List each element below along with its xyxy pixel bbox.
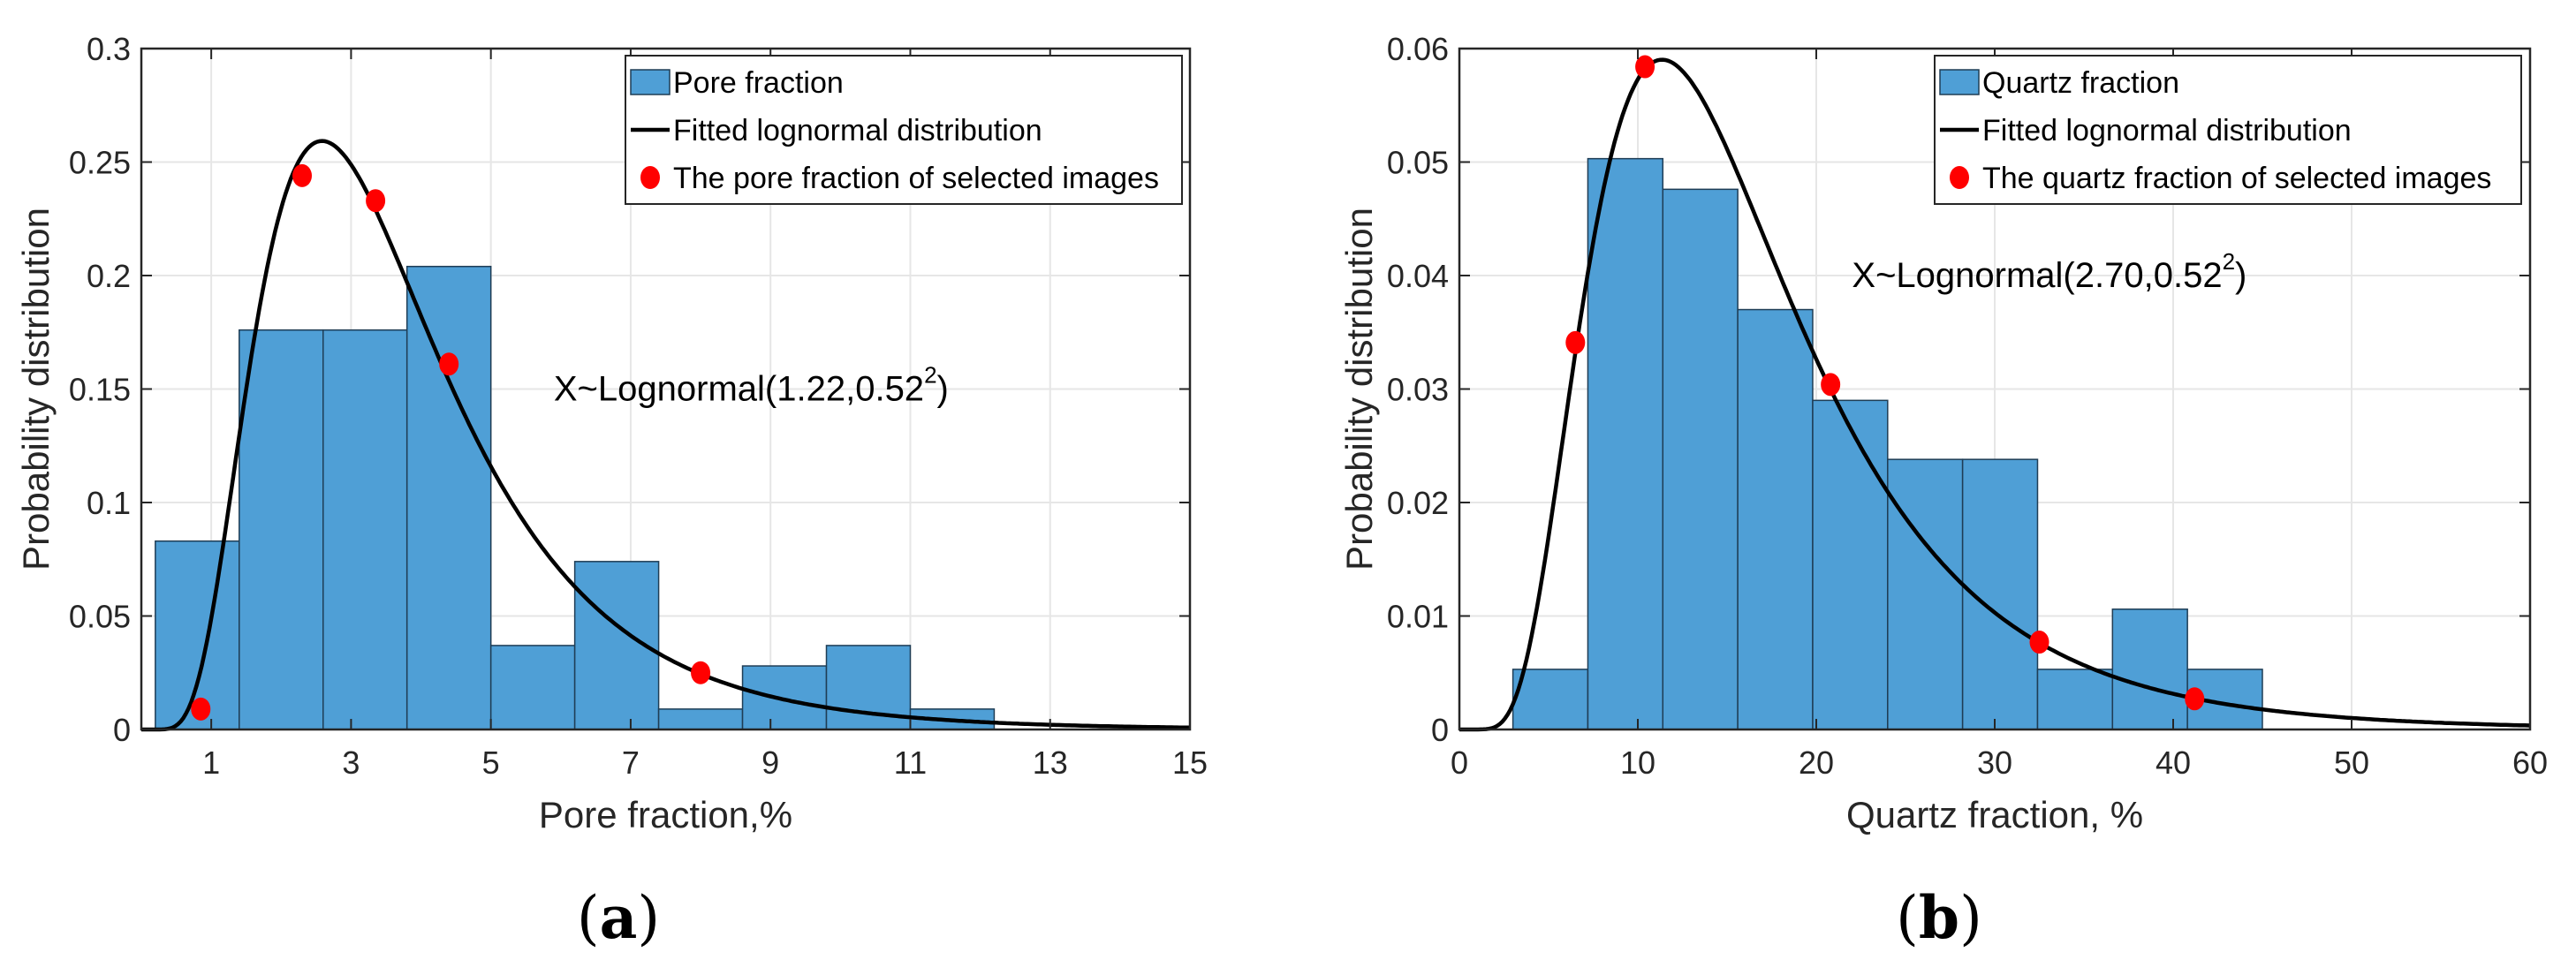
legend: Quartz fraction Fitted lognormal distribu… [1934, 55, 2522, 205]
legend-entry-label: Fitted lognormal distribution [673, 114, 1042, 147]
selected-image-point [191, 697, 211, 721]
histogram-bar [1737, 308, 1814, 730]
y-tick-label: 0.05 [69, 599, 131, 635]
x-tick-label: 20 [1799, 744, 1834, 781]
y-axis-label: Probability distribution [15, 208, 57, 571]
x-tick-label: 13 [1033, 744, 1068, 781]
selected-image-point [2185, 687, 2205, 711]
histogram-bar [1887, 458, 1964, 730]
x-tick-label: 10 [1620, 744, 1655, 781]
x-tick-label: 3 [342, 744, 360, 781]
x-tick-label: 30 [1977, 744, 2012, 781]
y-tick-label: 0.02 [1387, 485, 1449, 521]
x-tick-label: 40 [2156, 744, 2191, 781]
legend-entry-label: Pore fraction [673, 66, 844, 100]
histogram-bar [2111, 608, 2188, 730]
legend-box [1934, 55, 2522, 205]
x-tick-label: 0 [1451, 744, 1468, 781]
y-tick-label: 0.06 [1387, 31, 1449, 67]
histogram-bar [155, 540, 240, 730]
histogram-bar [239, 329, 324, 730]
selected-image-point [1635, 55, 1655, 79]
histogram-bar [1512, 669, 1589, 730]
y-axis-label: Probability distribution [1338, 208, 1380, 571]
histogram-bar [405, 265, 492, 730]
y-tick-label: 0.25 [69, 145, 131, 181]
x-tick-label: 15 [1172, 744, 1208, 781]
legend-entry-label: The pore fraction of selected images [673, 162, 1159, 195]
legend: Pore fraction Fitted lognormal distributi… [625, 55, 1183, 205]
histogram-bar [322, 329, 408, 730]
histogram-bar [657, 708, 744, 730]
legend-entry-label: Quartz fraction [1982, 66, 2179, 100]
y-tick-label: 0.2 [87, 258, 131, 294]
legend-entry-label: Fitted lognormal distribution [1982, 114, 2352, 147]
selected-image-point [2029, 631, 2049, 654]
distribution-annotation: X~Lognormal(2.70,0.522) [1852, 248, 2246, 295]
histogram-bar [1812, 399, 1889, 730]
histogram-bar [489, 645, 576, 730]
selected-image-point [366, 189, 386, 213]
x-tick-label: 1 [202, 744, 220, 781]
legend-swatch-bar [1939, 69, 1980, 95]
y-tick-label: 0.03 [1387, 372, 1449, 408]
fitted-lognormal-curve [141, 139, 1190, 732]
y-tick-label: 0.3 [87, 31, 131, 67]
legend-entry-label: The quartz fraction of selected images [1982, 162, 2491, 195]
x-tick-label: 9 [761, 744, 779, 781]
legend-box [625, 55, 1183, 205]
histogram-bar [2036, 669, 2114, 730]
y-tick-label: 0.04 [1387, 258, 1449, 294]
panel-label: (b) [1896, 883, 1982, 952]
panel-b-chart: 0 10 20 30 40 50 60 0 0.01 0.02 0.03 0.04 0.05 0.06 Qu… [1338, 31, 2548, 952]
legend-swatch-point [640, 166, 660, 189]
x-tick-label: 11 [894, 744, 927, 781]
fitted-lognormal-curve [1459, 57, 2531, 732]
x-axis-label: Pore fraction,% [539, 794, 792, 835]
selected-image-point [292, 163, 313, 187]
selected-image-point [691, 661, 711, 684]
legend-swatch-bar [630, 69, 671, 95]
histogram-bar [1662, 188, 1739, 730]
panel-label: (a) [577, 883, 660, 952]
x-tick-label: 7 [622, 744, 640, 781]
selected-image-point [1821, 373, 1841, 397]
y-tick-label: 0 [1431, 712, 1449, 748]
x-tick-label: 50 [2334, 744, 2369, 781]
histogram-bar [1961, 458, 2039, 730]
histogram-bar [1587, 157, 1664, 730]
legend-swatch-point [1950, 166, 1969, 189]
selected-image-point [1565, 330, 1586, 354]
distribution-annotation: X~Lognormal(1.22,0.522) [554, 361, 949, 408]
y-tick-label: 0.05 [1387, 145, 1449, 181]
selected-image-point [439, 352, 459, 376]
x-axis-label: Quartz fraction, % [1846, 794, 2143, 835]
y-tick-label: 0.01 [1387, 599, 1449, 635]
x-tick-label: 60 [2512, 744, 2548, 781]
y-tick-label: 0 [113, 712, 131, 748]
x-tick-label: 5 [482, 744, 500, 781]
y-tick-label: 0.15 [69, 372, 131, 408]
y-tick-label: 0.1 [87, 485, 131, 521]
